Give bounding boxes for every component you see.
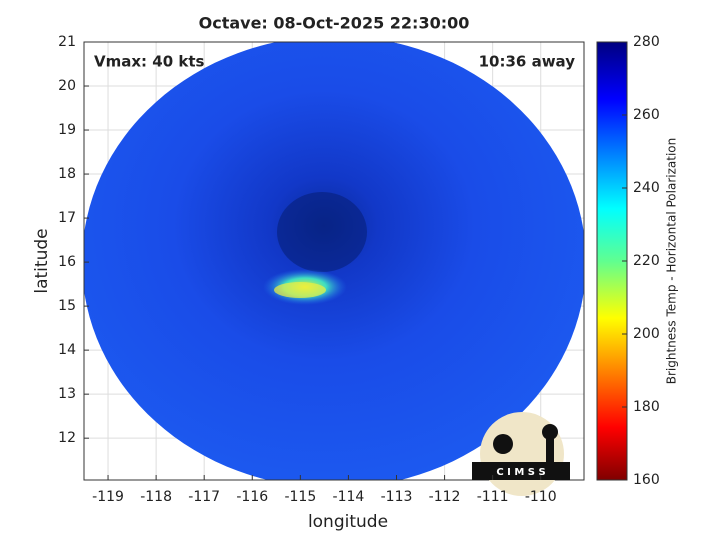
- x-tick-label: -117: [188, 489, 220, 505]
- x-tick-label: -115: [284, 489, 316, 505]
- y-tick-label: 14: [58, 342, 76, 358]
- chart-title: Octave: 08-Oct-2025 22:30:00: [199, 14, 470, 33]
- colorbar-tick-label: 200: [633, 326, 660, 342]
- x-tick-label: -118: [140, 489, 172, 505]
- x-tick-label: -110: [525, 489, 557, 505]
- annotation: Vmax: 40 kts: [94, 53, 204, 71]
- y-tick-label: 16: [58, 254, 76, 270]
- x-tick-label: -119: [92, 489, 124, 505]
- x-tick-label: -114: [333, 489, 365, 505]
- colorbar-tick-label: 260: [633, 107, 660, 123]
- colorbar-tick-label: 220: [633, 253, 660, 269]
- logo: C I M S S: [472, 412, 570, 496]
- x-tick-label: -112: [429, 489, 461, 505]
- y-tick-label: 13: [58, 386, 76, 402]
- y-tick-label: 17: [58, 210, 76, 226]
- satellite-image: [84, 42, 584, 480]
- logo-text: C I M S S: [496, 467, 545, 478]
- colorbar-tick-label: 240: [633, 180, 660, 196]
- x-axis-label: longitude: [308, 512, 388, 532]
- colorbar-tick-label: 280: [633, 34, 660, 50]
- colorbar-tick-label: 160: [633, 472, 660, 488]
- x-tick-label: -113: [381, 489, 413, 505]
- x-tick-label: -111: [477, 489, 509, 505]
- y-tick-label: 19: [58, 122, 76, 138]
- x-tick-label: -116: [236, 489, 268, 505]
- colorbar-tick-label: 180: [633, 399, 660, 415]
- y-tick-label: 21: [58, 34, 76, 50]
- y-axis-label: latitude: [32, 228, 52, 293]
- y-tick-label: 12: [58, 430, 76, 446]
- y-tick-label: 20: [58, 78, 76, 94]
- y-tick-label: 15: [58, 298, 76, 314]
- plot-frame: [83, 41, 585, 481]
- colorbar-label: Brightness Temp - Horizontal Polarizatio…: [665, 138, 679, 385]
- y-tick-label: 18: [58, 166, 76, 182]
- annotation: 10:36 away: [479, 53, 576, 71]
